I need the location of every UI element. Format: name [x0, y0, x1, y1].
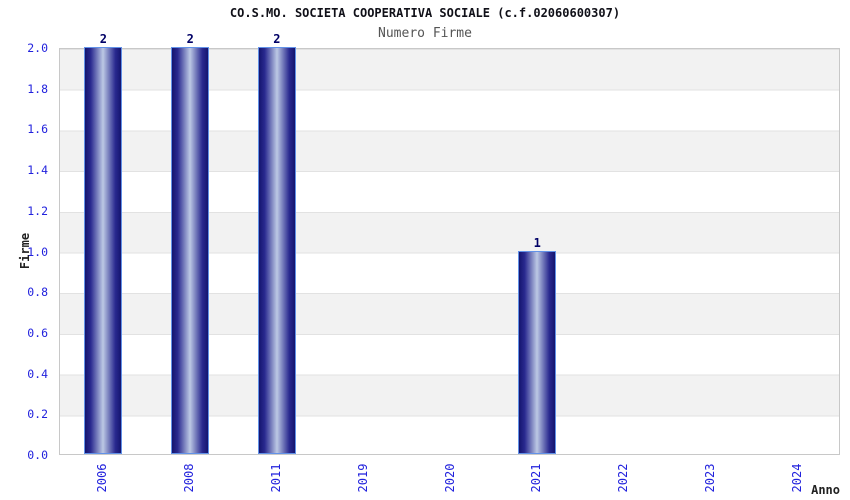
y-tick-label: 0.8 — [27, 285, 48, 300]
x-tick-label: 2021 — [529, 463, 544, 493]
x-tick-label: 2023 — [702, 463, 717, 493]
bar-2006 — [84, 47, 123, 454]
plot-area: 2 2 2 1 — [59, 32, 840, 455]
bar-2011 — [257, 47, 296, 454]
x-tick-label: 2022 — [616, 463, 631, 493]
y-tick-label: 0.6 — [27, 325, 48, 340]
y-tick-label: 1.2 — [27, 203, 48, 218]
x-tick-label: 2024 — [789, 463, 804, 493]
bar-value-label: 2 — [273, 32, 281, 46]
y-tick-label: 0.0 — [27, 448, 48, 462]
bar-value-label: 2 — [186, 32, 194, 46]
y-tick-label: 1.4 — [27, 163, 48, 178]
y-tick-label: 0.4 — [27, 366, 48, 381]
x-tick-label: 2019 — [355, 463, 370, 493]
y-axis-title: Firme — [18, 232, 32, 270]
y-tick-label: 0.2 — [27, 407, 48, 422]
bar-2021 — [518, 250, 557, 454]
y-tick-label: 2.0 — [27, 41, 48, 55]
bar-value-label: 1 — [533, 235, 541, 250]
x-tick-label: 2006 — [95, 463, 110, 493]
x-tick-label: 2008 — [182, 463, 197, 493]
bar-2008 — [171, 47, 210, 454]
x-tick-label: 2020 — [442, 463, 457, 493]
chart-subtitle: Numero Firme — [378, 26, 472, 41]
chart-title: CO.S.MO. SOCIETA COOPERATIVA SOCIALE (c.… — [229, 6, 621, 20]
y-tick-label: 1.6 — [27, 122, 48, 137]
x-tick-label: 2011 — [268, 463, 283, 493]
y-tick-label: 1.0 — [27, 244, 48, 259]
bar-value-label: 2 — [99, 32, 108, 46]
x-axis-title: Anno — [811, 483, 840, 497]
y-tick-label: 1.8 — [27, 81, 48, 96]
